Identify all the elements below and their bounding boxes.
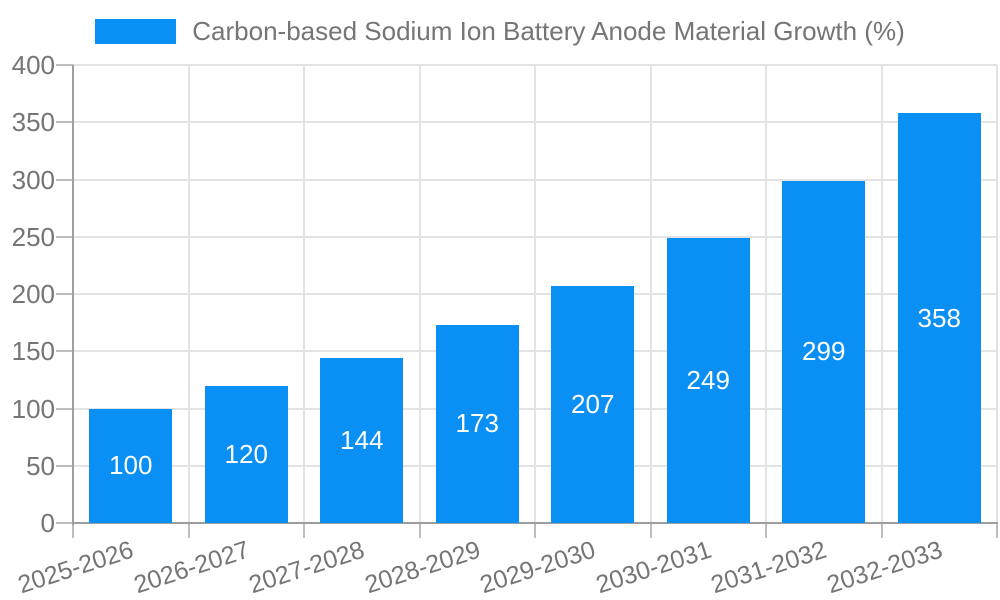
bar: 249: [666, 237, 750, 523]
gridline-vertical: [187, 65, 190, 523]
x-tick-label: 2032-2033: [823, 535, 946, 600]
y-tick-label: 100: [11, 393, 55, 424]
y-tick-mark: [56, 464, 73, 467]
x-tick-mark: [187, 523, 190, 538]
y-tick-mark: [56, 407, 73, 410]
bar-value-label: 207: [571, 388, 615, 419]
gridline-vertical: [534, 65, 536, 523]
y-tick-mark: [56, 293, 73, 295]
x-tick-mark: [996, 523, 998, 538]
y-tick-mark: [56, 64, 73, 66]
bar-value-label: 144: [340, 425, 384, 456]
gridline-vertical: [765, 65, 767, 523]
bar: 299: [782, 180, 866, 523]
x-tick-label: 2026-2027: [130, 535, 253, 600]
bar-value-label: 173: [455, 408, 499, 439]
bar-value-label: 120: [224, 438, 268, 469]
x-tick-mark: [534, 523, 536, 538]
gridline-vertical: [418, 65, 421, 523]
gridline-vertical: [303, 65, 305, 523]
y-tick-label: 200: [11, 279, 55, 309]
y-tick-label: 50: [26, 450, 55, 481]
x-tick-label: 2030-2031: [592, 535, 715, 600]
y-tick-mark: [56, 178, 73, 181]
y-tick-label: 400: [11, 50, 55, 80]
chart-title: Carbon-based Sodium Ion Battery Anode Ma…: [192, 16, 905, 46]
y-tick-mark: [56, 121, 73, 124]
x-tick-label: 2025-2026: [14, 535, 138, 600]
legend: Carbon-based Sodium Ion Battery Anode Ma…: [0, 16, 1000, 47]
y-tick-mark: [56, 522, 73, 524]
y-tick-label: 300: [11, 164, 55, 195]
x-tick-label: 2028-2029: [361, 535, 484, 600]
x-tick-mark: [649, 523, 652, 538]
x-tick-mark: [418, 523, 421, 538]
y-tick-mark: [56, 235, 73, 238]
x-tick-mark: [765, 523, 767, 538]
gridline-vertical: [880, 65, 883, 523]
x-tick-mark: [880, 523, 883, 538]
bar-value-label: 100: [109, 450, 153, 481]
bar-value-label: 358: [917, 302, 961, 333]
legend-color-swatch: [95, 19, 177, 44]
x-tick-label: 2029-2030: [476, 535, 600, 600]
y-tick-label: 150: [11, 336, 55, 367]
bar: 144: [320, 358, 404, 523]
x-tick-mark: [72, 523, 74, 538]
legend-item[interactable]: Carbon-based Sodium Ion Battery Anode Ma…: [95, 16, 905, 47]
bar: 120: [204, 385, 288, 523]
y-tick-label: 250: [11, 221, 55, 252]
x-tick-mark: [303, 523, 305, 538]
bar: 100: [89, 408, 173, 523]
y-tick-label: 350: [11, 107, 55, 138]
gridline-vertical: [649, 65, 652, 523]
x-tick-label: 2031-2032: [707, 535, 831, 600]
bar: 173: [435, 324, 519, 523]
bar-value-label: 299: [802, 336, 846, 367]
y-tick-mark: [56, 350, 73, 353]
bar-value-label: 249: [686, 364, 730, 395]
y-axis-line: [72, 65, 74, 525]
x-tick-label: 2027-2028: [245, 535, 369, 600]
bar: 358: [897, 113, 981, 523]
gridline-vertical: [996, 65, 998, 523]
x-axis-line: [72, 522, 998, 524]
bar: 207: [551, 285, 635, 523]
y-tick-label: 0: [40, 508, 55, 538]
